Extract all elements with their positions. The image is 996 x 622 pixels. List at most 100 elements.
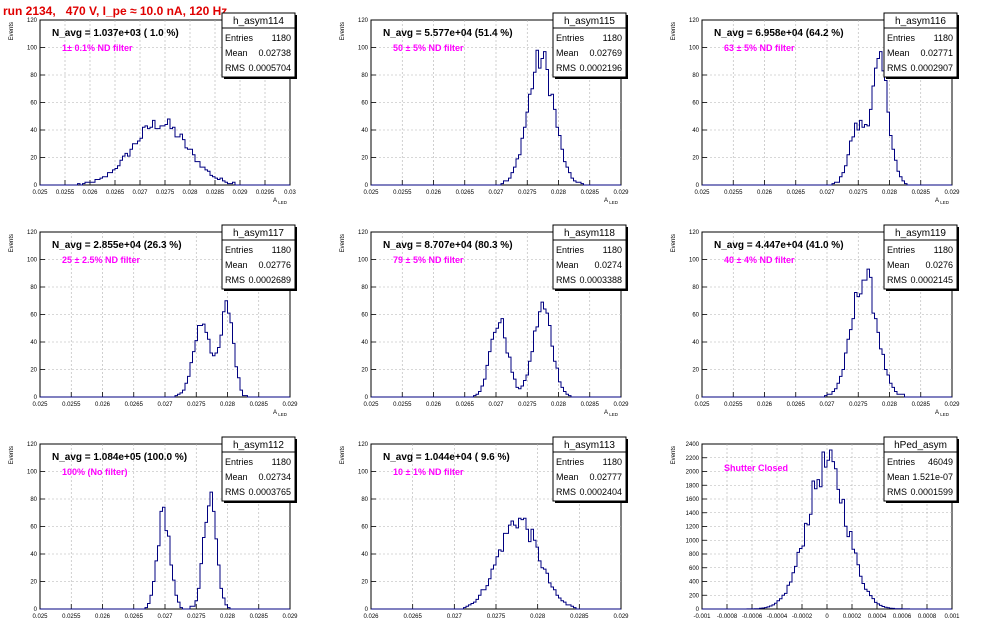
y-tick-label: 120: [358, 18, 369, 24]
x-tick-label: 0.0265: [456, 190, 475, 196]
stats-box-title: h_asym117: [233, 228, 284, 239]
y-tick-label: 20: [361, 368, 368, 374]
stats-label-entries: Entries: [556, 457, 585, 467]
x-tick-label: 0.029: [944, 402, 960, 408]
x-tick-label: 0.025: [32, 614, 48, 620]
y-axis-label: Events: [9, 446, 15, 464]
x-tick-label: 0.027: [447, 614, 463, 620]
stats-box-title: h_asym113: [564, 440, 615, 451]
histogram-panel-h_asym118: 0.025 0.0255 0.026 0.0265 0.027 0.0275 0.028 0.…: [340, 224, 629, 417]
x-tick-label: 0.0285: [250, 402, 269, 408]
y-tick-label: 80: [30, 73, 37, 79]
navg-label: N_avg = 5.577e+04 (51.4 %): [383, 28, 513, 39]
y-tick-label: 0: [696, 607, 700, 613]
stats-box: [552, 12, 627, 78]
histogram-line: [371, 49, 621, 186]
stats-value-rms: 0.0002145: [910, 275, 953, 285]
x-tick-label: -0.001: [693, 614, 711, 620]
y-tick-label: 200: [689, 593, 700, 599]
stats-label-mean: Mean: [887, 472, 910, 482]
x-axis-label: A LED: [604, 410, 619, 417]
x-tick-label: 0.026: [757, 190, 773, 196]
x-tick-label: 0.025: [694, 190, 710, 196]
y-tick-label: 0: [34, 607, 38, 613]
stats-label-mean: Mean: [556, 48, 579, 58]
x-tick-label: -0.0004: [767, 614, 788, 620]
y-tick-label: 100: [27, 470, 38, 476]
y-tick-label: 120: [27, 230, 38, 236]
histogram-line: [371, 517, 621, 610]
y-tick-label: 60: [361, 313, 368, 319]
x-tick-label: 0.027: [488, 402, 504, 408]
stats-label-entries: Entries: [556, 33, 585, 43]
y-tick-label: 20: [692, 156, 699, 162]
y-tick-label: 60: [30, 313, 37, 319]
y-tick-label: 120: [358, 230, 369, 236]
x-tick-label: 0.026: [95, 614, 111, 620]
x-tick-label: 0.028: [220, 614, 236, 620]
stats-box: [883, 224, 958, 290]
y-tick-label: 80: [692, 73, 699, 79]
x-tick-label: -0.0002: [792, 614, 813, 620]
stats-value-entries: 1180: [272, 245, 291, 255]
stats-value-mean: 0.02777: [589, 472, 622, 482]
histogram-panel-h_asym113: 0.026 0.0265 0.027 0.0275 0.028 0.0285 0.029 0 2…: [340, 436, 629, 620]
x-tick-label: 0.0285: [912, 402, 931, 408]
stats-label-mean: Mean: [887, 48, 910, 58]
histogram-line: [702, 268, 952, 398]
y-tick-label: 2000: [686, 470, 700, 476]
x-axis-label: A LED: [604, 198, 619, 205]
stats-box: [221, 224, 296, 290]
x-tick-label: 0.0295: [256, 190, 275, 196]
x-tick-label: 0.0265: [125, 402, 144, 408]
stats-value-entries: 1180: [603, 33, 622, 43]
stats-label-rms: RMS: [225, 487, 245, 497]
x-tick-label: 0.0265: [787, 190, 806, 196]
x-axis-label: A LED: [273, 198, 288, 205]
stats-label-mean: Mean: [225, 48, 248, 58]
x-axis-label-subscript: LED: [939, 412, 950, 417]
stats-label-mean: Mean: [556, 472, 579, 482]
x-tick-label: 0.001: [944, 614, 960, 620]
histogram-panel-h_asym114: 0.025 0.0255 0.026 0.0265 0.027 0.0275 0.028 0.…: [9, 12, 297, 205]
x-tick-label: 0.0275: [187, 614, 206, 620]
x-axis-label-subscript: LED: [939, 200, 950, 205]
stats-value-rms: 0.0002196: [579, 63, 622, 73]
y-tick-label: 2200: [686, 456, 700, 462]
x-tick-label: 0.0255: [724, 190, 743, 196]
filter-note: 79 ± 5% ND filter: [393, 255, 464, 265]
stats-label-rms: RMS: [556, 63, 576, 73]
stats-label-rms: RMS: [887, 275, 907, 285]
y-tick-label: 0: [696, 183, 700, 189]
y-tick-label: 40: [361, 340, 368, 346]
x-tick-label: 0.03: [284, 190, 296, 196]
stats-value-entries: 1180: [603, 457, 622, 467]
x-tick-label: 0.0285: [581, 402, 600, 408]
x-tick-label: 0.0265: [456, 402, 475, 408]
stats-label-rms: RMS: [556, 275, 576, 285]
x-tick-label: 0.0275: [487, 614, 506, 620]
filter-note: 10 ± 1% ND filter: [393, 467, 464, 477]
y-tick-label: 0: [696, 395, 700, 401]
navg-label: N_avg = 1.044e+04 ( 9.6 %): [383, 452, 510, 463]
histogram-line: [40, 491, 290, 610]
y-tick-label: 120: [689, 18, 700, 24]
y-tick-label: 60: [692, 313, 699, 319]
x-axis-label-subscript: LED: [277, 200, 288, 205]
stats-value-mean: 0.02738: [258, 48, 291, 58]
navg-label: N_avg = 6.958e+04 (64.2 %): [714, 28, 844, 39]
x-tick-label: 0.0002: [843, 614, 862, 620]
stats-label-mean: Mean: [225, 472, 248, 482]
y-axis-label: Events: [671, 22, 677, 40]
x-tick-label: 0.0265: [403, 614, 422, 620]
x-axis-label: A LED: [935, 198, 950, 205]
stats-value-rms: 0.0001599: [910, 487, 953, 497]
stats-label-mean: Mean: [225, 260, 248, 270]
x-tick-label: 0.0008: [918, 614, 937, 620]
stats-value-entries: 1180: [934, 33, 953, 43]
x-tick-label: 0.026: [757, 402, 773, 408]
histogram-line: [40, 300, 290, 398]
y-tick-label: 40: [361, 552, 368, 558]
x-tick-label: 0.028: [530, 614, 546, 620]
